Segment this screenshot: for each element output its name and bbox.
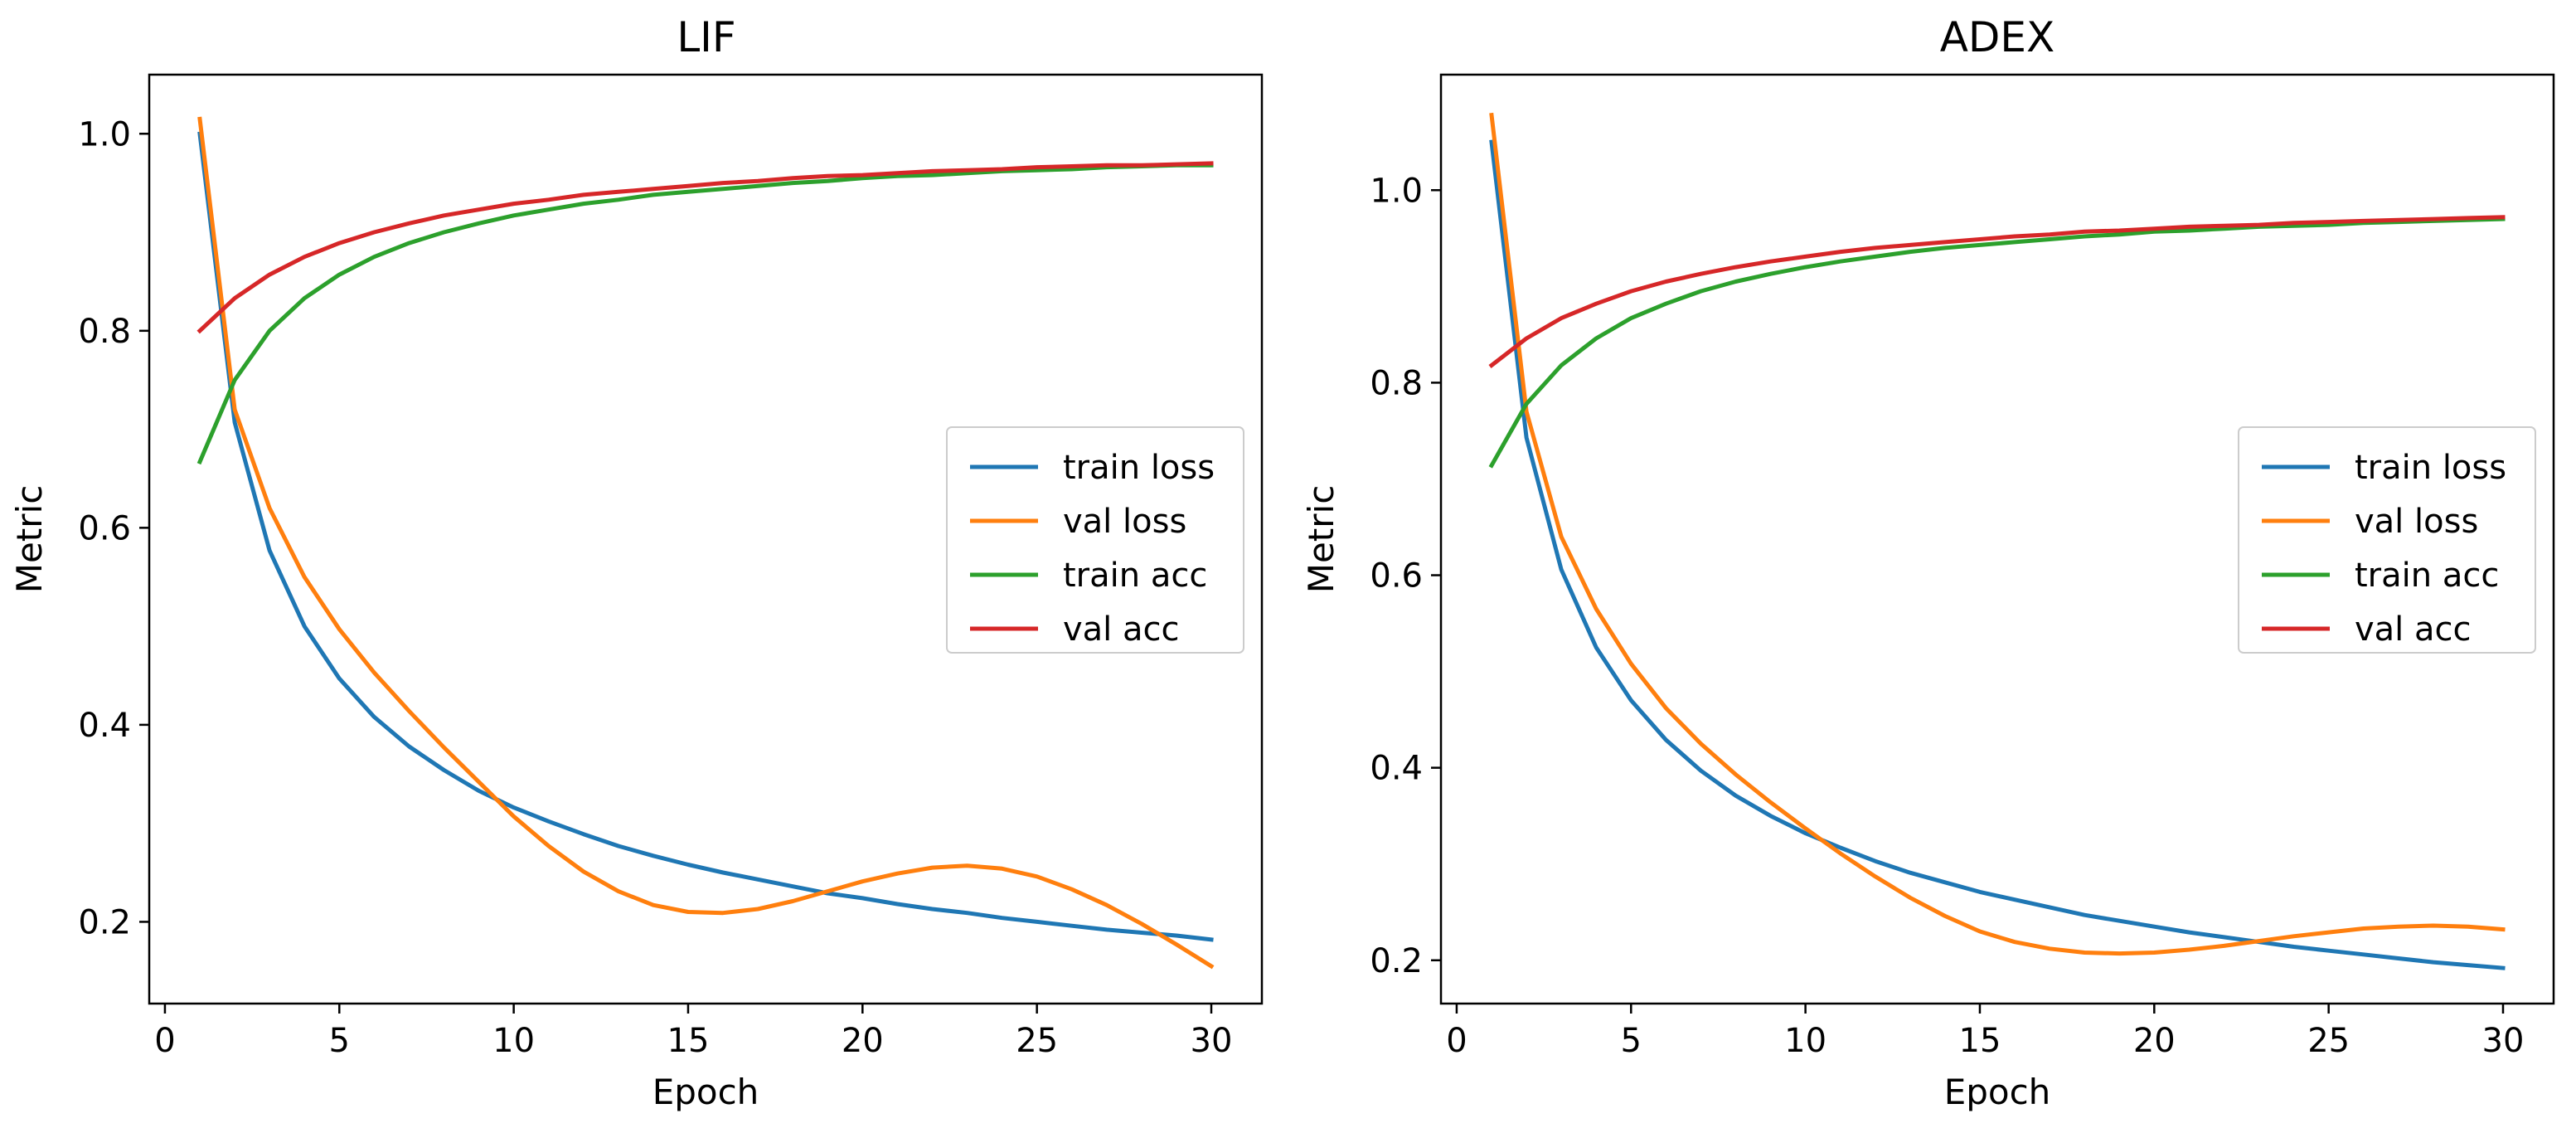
y-axis-ticks: 0.2 0.4 0.6 0.8 1.0 [78,115,149,941]
chart-panel-lif: LIF 0 5 10 15 20 25 30 0.2 0.4 0.6 0.8 1.0 Epoch M… [9,13,1264,1112]
x-axis-label: Epoch [652,1072,759,1112]
legend-box [946,426,1244,654]
y-tick-label: 0.4 [78,707,131,745]
y-axis-label: Metric [1301,485,1341,594]
y-tick-label: 0.4 [1370,750,1423,788]
x-tick-label: 25 [2307,1022,2350,1060]
x-axis-ticks: 0 5 10 15 20 25 30 [1446,1004,2524,1060]
legend-label: val loss [2355,503,2478,541]
series-line-train-acc [196,163,1214,465]
chart-title: ADEX [1940,13,2055,61]
series-layer [1488,112,2506,970]
legend-label: val loss [1063,503,1186,541]
x-tick-label: 15 [1959,1022,2001,1060]
legend-items: train loss val loss train acc val acc [2262,449,2506,649]
axes-frame [148,73,1264,1005]
x-tick-label: 0 [1446,1022,1467,1060]
y-axis-label: Metric [9,485,50,594]
x-tick-label: 20 [842,1022,884,1060]
y-tick-label: 0.8 [78,313,131,351]
x-axis-label: Epoch [1944,1072,2051,1112]
x-tick-label: 25 [1016,1022,1058,1060]
x-axis-ticks: 0 5 10 15 20 25 30 [154,1004,1232,1060]
y-tick-label: 0.2 [1370,942,1423,980]
legend-items: train loss val loss train acc val acc [970,449,1215,649]
x-tick-label: 30 [1191,1022,1233,1060]
x-tick-label: 10 [492,1022,535,1060]
x-tick-label: 20 [2133,1022,2176,1060]
series-line-train-acc [1488,216,2506,469]
x-tick-label: 5 [329,1022,350,1060]
x-tick-label: 15 [667,1022,710,1060]
y-tick-label: 0.8 [1370,364,1423,402]
x-tick-label: 10 [1784,1022,1826,1060]
legend: train loss val loss train acc val acc [2238,426,2536,654]
legend-box [2238,426,2536,654]
series-line-val-acc [1488,215,2506,369]
legend-label: train loss [2355,449,2506,487]
y-axis-ticks: 0.2 0.4 0.6 0.8 1.0 [1370,172,1441,980]
x-tick-label: 30 [2482,1022,2525,1060]
legend-label: train loss [1063,449,1215,487]
series-layer [196,116,1215,970]
legend-label: val acc [1063,610,1180,649]
y-tick-label: 1.0 [1370,172,1423,210]
y-tick-label: 0.6 [78,509,131,547]
series-line-val-loss [1489,112,2506,956]
legend-label: train acc [1063,557,1207,595]
legend: train loss val loss train acc val acc [946,426,1244,654]
y-tick-label: 1.0 [78,115,131,153]
chart-title: LIF [677,13,735,61]
series-line-val-acc [196,161,1214,334]
x-tick-label: 5 [1621,1022,1642,1060]
chart-panel-adex: ADEX 0 5 10 15 20 25 30 0.20.40.60.81.0 Epoch … [1301,13,2555,1112]
series-line-val-loss [197,116,1215,970]
legend-label: val acc [2355,610,2472,649]
y-tick-label: 0.6 [1370,557,1423,596]
x-tick-label: 0 [154,1022,175,1060]
legend-label: train acc [2355,557,2499,595]
series-line-train-loss [1489,139,2506,970]
y-tick-label: 0.2 [78,903,131,941]
axes-frame [1439,73,2555,1005]
series-line-train-loss [197,131,1214,942]
